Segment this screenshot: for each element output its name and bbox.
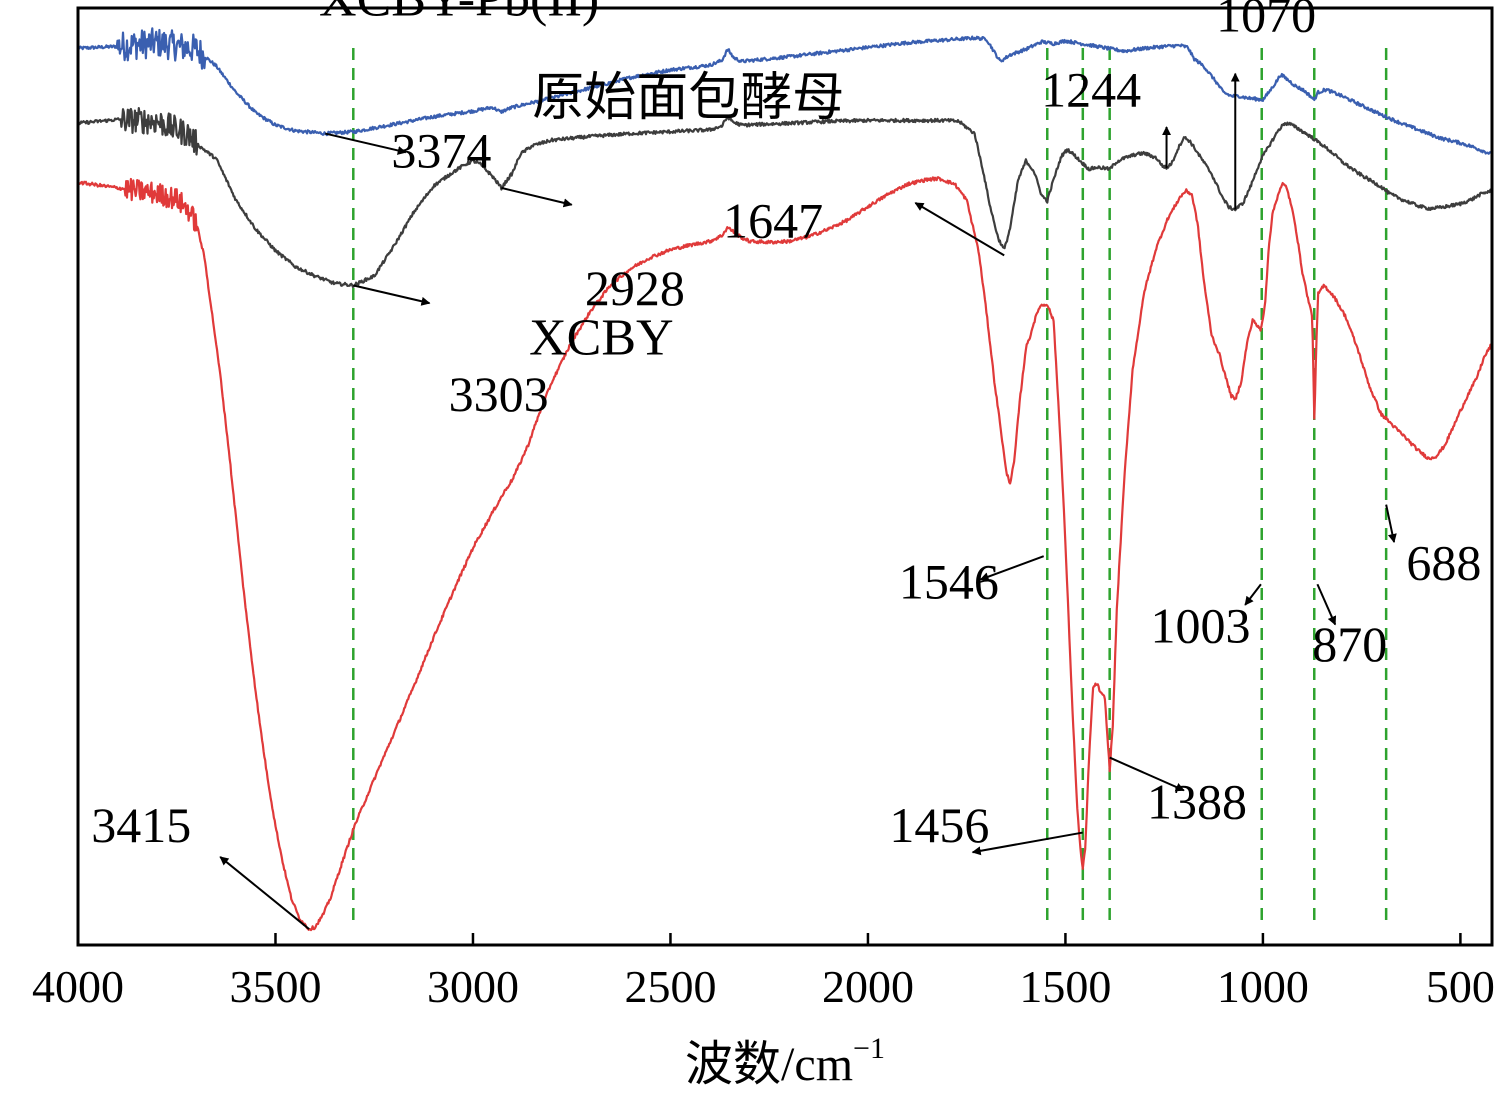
series-label-1: 原始面包酵母 <box>532 70 844 127</box>
peak-arrow-1 <box>501 186 573 208</box>
peak-arrow-12 <box>219 856 310 930</box>
peak-arrow-2 <box>353 284 431 306</box>
peak-label-0: 3374 <box>391 122 491 178</box>
x-tick-label-1: 3500 <box>229 961 321 1012</box>
peak-label-3: 1647 <box>723 193 823 249</box>
peak-label-7: 1456 <box>889 797 989 853</box>
plot-frame <box>76 6 1494 947</box>
x-tick-label-6: 1000 <box>1217 961 1309 1012</box>
peak-arrow-6 <box>979 555 1045 581</box>
series-label-2: XCBY <box>529 310 673 367</box>
peak-label-12: 3415 <box>91 797 191 853</box>
peak-arrow-7 <box>971 831 1083 856</box>
x-tick-label-7: 500 <box>1426 961 1495 1012</box>
peak-arrow-0 <box>325 132 407 155</box>
peak-arrow-8 <box>1109 756 1185 792</box>
peak-arrow-11 <box>1385 504 1397 543</box>
x-tick-label-0: 4000 <box>32 961 124 1012</box>
series-line-1 <box>78 107 1492 288</box>
x-tick-label-4: 2000 <box>822 961 914 1012</box>
dashed-reference-lines <box>352 48 1388 925</box>
x-axis-title: 波数/cm−1 <box>685 1032 885 1091</box>
peak-label-2: 3303 <box>449 366 549 422</box>
plot-background <box>78 8 1492 945</box>
peak-label-1: 2928 <box>585 260 685 316</box>
series-line-0 <box>78 27 1492 156</box>
spectra-lines <box>78 27 1492 932</box>
peak-arrow-9 <box>1244 583 1262 606</box>
peak-arrow-3 <box>914 202 1005 257</box>
x-tick-label-5: 1500 <box>1019 961 1111 1012</box>
peak-label-9: 1003 <box>1151 597 1251 653</box>
peak-label-8: 1388 <box>1147 774 1247 830</box>
x-tick-label-3: 2500 <box>624 961 716 1012</box>
peak-label-10: 870 <box>1312 616 1387 672</box>
peak-label-5: 1070 <box>1216 0 1316 42</box>
x-axis-ticks: 4000 3500 3000 2500 2000 1500 1000 500 <box>32 933 1495 1012</box>
peak-arrow-10 <box>1316 583 1337 626</box>
x-tick-label-2: 3000 <box>427 961 519 1012</box>
series-labels: XCBY-Pb(II) 原始面包酵母 XCBY <box>319 0 844 367</box>
peak-label-4: 1244 <box>1041 61 1141 117</box>
peak-label-11: 688 <box>1406 535 1481 591</box>
peak-arrows <box>219 72 1397 930</box>
series-label-0: XCBY-Pb(II) <box>319 0 599 27</box>
series-line-2 <box>78 176 1492 932</box>
peak-label-6: 1546 <box>899 553 999 609</box>
